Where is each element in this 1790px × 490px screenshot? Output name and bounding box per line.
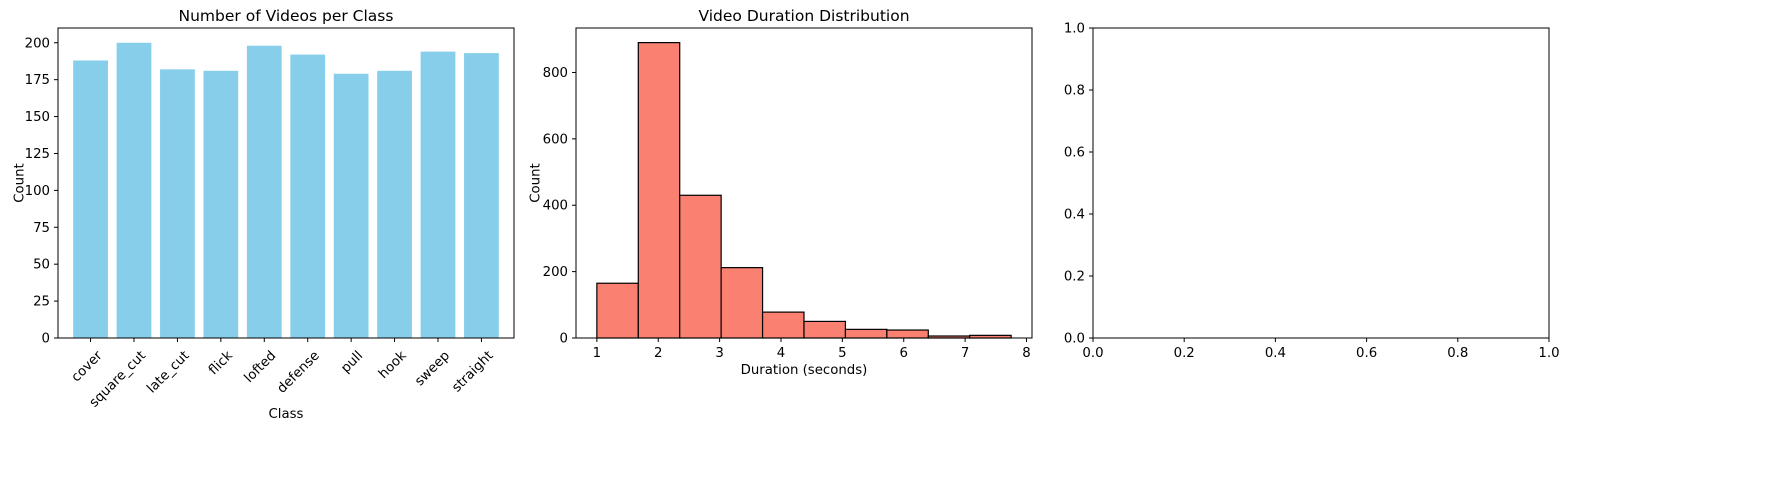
empty-axes: 0.0 0.2 0.4 0.6 0.8 1.0 0.0 0.2 0.4 0.6 0.8 1.0 xyxy=(1064,22,1560,362)
y-tick-label: 150 xyxy=(25,110,50,125)
x-tick-label: defense xyxy=(275,348,323,396)
bar xyxy=(420,51,456,338)
y-tick-label: 200 xyxy=(543,265,568,280)
histogram-bar xyxy=(679,194,722,339)
class-count-bar-chart: Number of Videos per Class Class Count 0… xyxy=(13,7,515,422)
y-tick-label: 1.0 xyxy=(1064,22,1085,37)
x-tick-label: 1.0 xyxy=(1538,346,1559,361)
y-tick-label: 0.0 xyxy=(1064,332,1085,347)
x-tick-label: 0.6 xyxy=(1356,346,1377,361)
y-tick-label: 25 xyxy=(33,295,50,310)
x-tick-label: sweep xyxy=(412,348,453,389)
x-tick-label: 0.2 xyxy=(1174,346,1195,361)
y-tick-label: 0.4 xyxy=(1064,208,1085,223)
x-tick-label: 5 xyxy=(838,346,846,361)
x-tick-label: pull xyxy=(338,348,366,376)
x-tick-label: 7 xyxy=(961,346,969,361)
x-tick-label: hook xyxy=(376,348,410,382)
bars xyxy=(596,42,1012,339)
x-tick-label: flick xyxy=(206,348,236,378)
histogram-bar xyxy=(720,267,764,339)
x-tick-label: lofted xyxy=(242,348,280,386)
bar xyxy=(203,70,239,339)
bar xyxy=(377,70,412,339)
y-axis-label: Count xyxy=(529,163,544,203)
bars xyxy=(73,42,499,339)
x-tick-label: cover xyxy=(69,348,106,385)
x-tick-label: 8 xyxy=(1022,346,1030,361)
y-tick-label: 0.2 xyxy=(1064,270,1085,285)
bar xyxy=(116,42,152,339)
y-tick-label: 75 xyxy=(33,221,50,236)
y-tick-label: 175 xyxy=(25,73,50,88)
x-tick-label: 0.4 xyxy=(1265,346,1286,361)
histogram-bar xyxy=(886,329,929,339)
duration-histogram-chart: Video Duration Distribution Duration (se… xyxy=(529,7,1033,378)
x-tick-label: straight xyxy=(449,348,496,395)
y-axis-label: Count xyxy=(13,163,28,203)
histogram-bar xyxy=(761,311,805,339)
histogram-bar xyxy=(596,282,639,339)
x-axis-label: Class xyxy=(269,407,304,422)
x-tick-label: 0.0 xyxy=(1082,346,1103,361)
x-tick-label: 4 xyxy=(777,346,785,361)
histogram-bar xyxy=(637,42,681,339)
y-tick-label: 200 xyxy=(25,36,50,51)
x-tick-label: late_cut xyxy=(145,348,193,396)
y-tick-label: 800 xyxy=(543,66,568,81)
histogram-bar xyxy=(803,320,847,339)
axes-frame xyxy=(57,27,515,339)
x-tick-label: 0.8 xyxy=(1447,346,1468,361)
bar xyxy=(73,60,108,338)
chart-title: Number of Videos per Class xyxy=(179,7,394,25)
x-tick-label: 3 xyxy=(715,346,723,361)
y-tick-label: 0 xyxy=(560,332,568,347)
y-tick-label: 600 xyxy=(543,132,568,147)
y-tick-label: 400 xyxy=(543,199,568,214)
y-tick-label: 0 xyxy=(42,332,50,347)
axes-frame xyxy=(1092,27,1550,339)
y-tick-label: 50 xyxy=(33,258,50,273)
bar xyxy=(160,69,195,338)
chart-title: Video Duration Distribution xyxy=(698,7,909,25)
bar xyxy=(290,54,326,338)
y-tick-label: 0.6 xyxy=(1064,146,1085,161)
x-tick-label: 6 xyxy=(899,346,907,361)
x-tick-label: 2 xyxy=(654,346,662,361)
bar xyxy=(246,45,282,338)
y-tick-label: 0.8 xyxy=(1064,84,1085,99)
axes-frame xyxy=(575,27,1033,339)
bar xyxy=(333,73,369,338)
x-tick-label: 1 xyxy=(593,346,601,361)
x-axis-label: Duration (seconds) xyxy=(741,363,868,378)
y-tick-label: 100 xyxy=(25,184,50,199)
histogram-bar xyxy=(844,328,888,339)
bar xyxy=(464,53,499,338)
y-tick-label: 125 xyxy=(25,147,50,162)
